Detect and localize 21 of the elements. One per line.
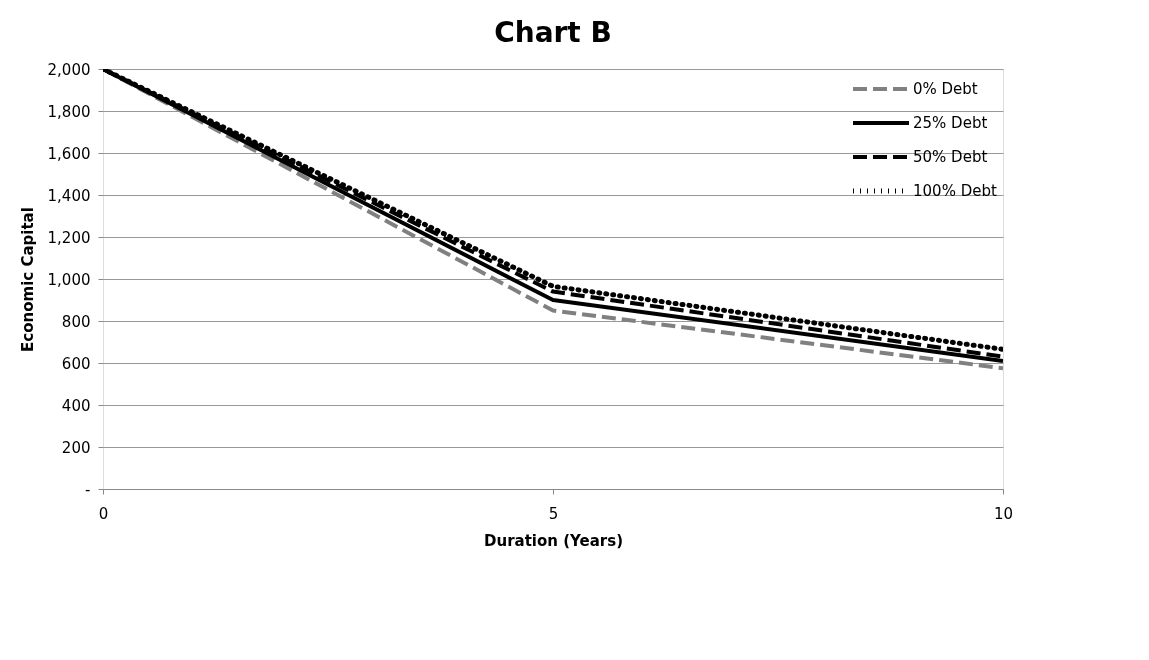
legend-label: 0% Debt xyxy=(913,80,978,98)
y-tick-label: 400 xyxy=(61,396,91,415)
y-tick-label: - xyxy=(85,480,91,499)
y-tick-label: 1,200 xyxy=(47,228,91,247)
x-tick-label: 0 xyxy=(98,504,109,523)
y-tick-label: 1,600 xyxy=(47,144,91,163)
chart-title: Chart B xyxy=(494,16,612,49)
y-tick-label: 1,800 xyxy=(47,102,91,121)
y-tick-label: 800 xyxy=(61,312,91,331)
y-tick-label: 200 xyxy=(61,438,91,457)
y-tick-label: 600 xyxy=(61,354,91,373)
x-axis-title: Duration (Years) xyxy=(484,531,623,550)
x-tick-label: 5 xyxy=(548,504,559,523)
y-tick-label: 1,400 xyxy=(47,186,91,205)
legend-label: 100% Debt xyxy=(913,182,997,200)
y-axis-title: Economic Capital xyxy=(18,207,37,352)
y-tick-label: 2,000 xyxy=(47,60,91,79)
x-tick-label: 10 xyxy=(993,504,1014,523)
legend-label: 25% Debt xyxy=(913,114,988,132)
legend-label: 50% Debt xyxy=(913,148,988,166)
y-tick-label: 1,000 xyxy=(47,270,91,289)
